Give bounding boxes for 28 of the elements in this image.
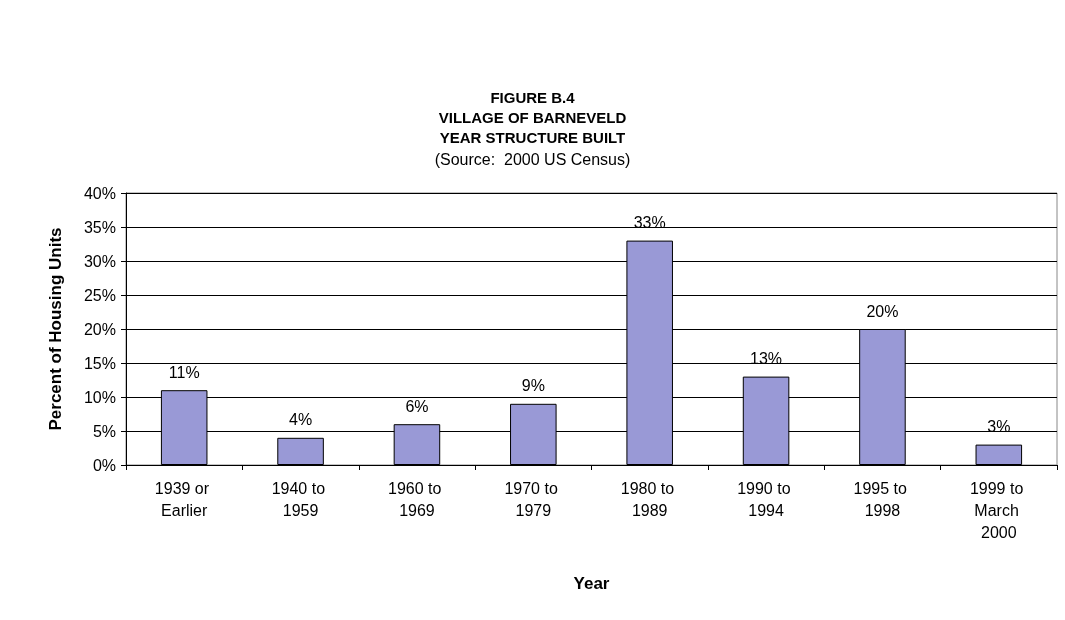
data-label: 9% <box>521 377 545 395</box>
y-tick-label: 10% <box>83 388 116 406</box>
data-label: 20% <box>866 302 899 320</box>
chart-subtitle: (Source: 2000 US Census) <box>434 150 631 168</box>
x-tick-label: 1999 to March 2000 <box>969 479 1028 541</box>
y-tick-label: 35% <box>83 218 116 236</box>
x-tick-label: 1995 to 1998 <box>853 479 912 519</box>
y-tick-label: 15% <box>83 354 116 372</box>
bar <box>975 444 1023 465</box>
y-tick-label: 20% <box>83 320 116 338</box>
x-tick-label: 1960 to 1969 <box>388 479 446 519</box>
x-tick-label: 1939 or Earlier <box>154 479 214 519</box>
y-tick-label: 0% <box>92 456 116 474</box>
x-tick-label: 1990 to 1994 <box>737 479 795 519</box>
x-tick-label: 1980 to 1989 <box>620 479 679 519</box>
bar <box>277 437 324 465</box>
y-tick-label: 25% <box>83 286 116 304</box>
x-tick-label: 1940 to 1959 <box>271 479 330 519</box>
chart-title: FIGURE B.4 VILLAGE OF BARNEVELD YEAR STRUCTURE BUILT <box>438 88 627 146</box>
y-tick-label: 40% <box>83 184 116 202</box>
data-label: 11% <box>168 363 200 381</box>
data-label: 6% <box>405 397 429 415</box>
data-label: 4% <box>289 411 313 429</box>
y-tick-label: 30% <box>83 252 116 270</box>
y-axis-title: Percent of Housing Units <box>46 227 65 431</box>
x-axis-title: Year <box>573 574 610 593</box>
x-tick-label: 1970 to 1979 <box>504 479 563 519</box>
y-tick-label: 5% <box>92 422 116 440</box>
